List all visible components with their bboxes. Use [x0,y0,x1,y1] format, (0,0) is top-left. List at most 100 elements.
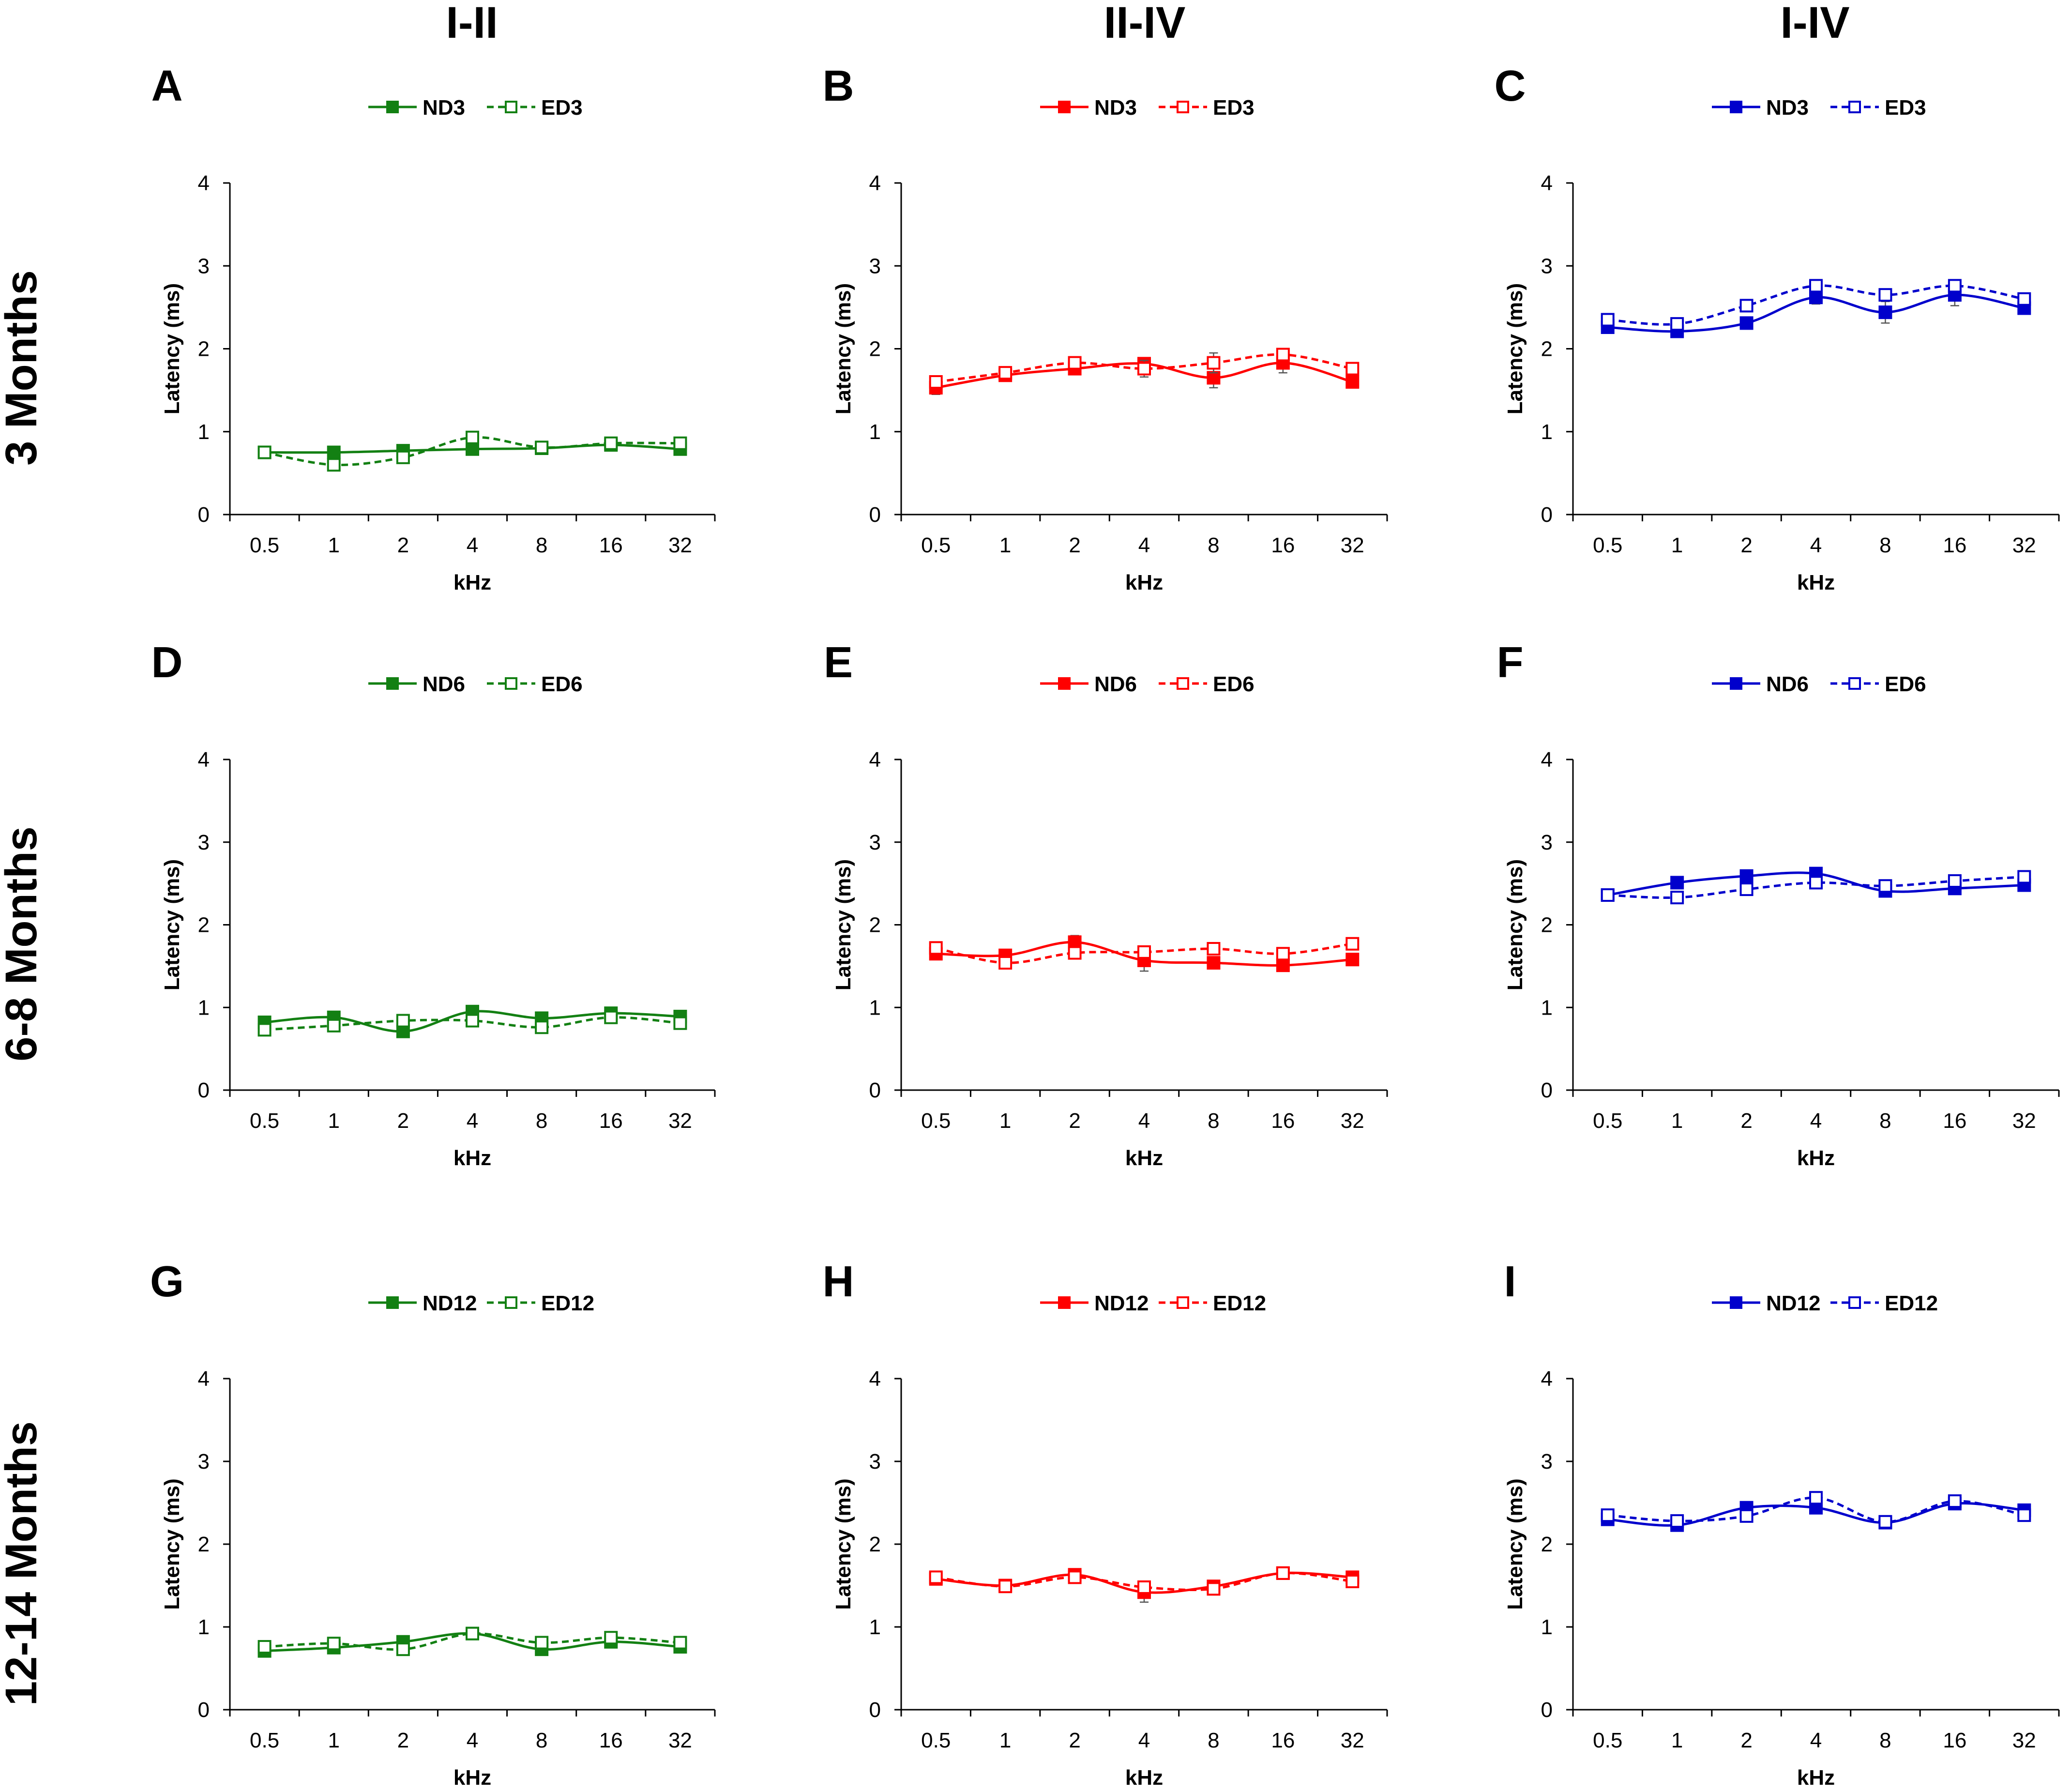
data-point [1670,891,1684,905]
x-tick-label: 16 [1943,1729,1966,1752]
legend-label-ED12: ED12 [1885,1291,1938,1315]
x-tick-label: 8 [1879,1109,1891,1133]
series-ED12 [929,1566,1360,1596]
y-tick-label: 3 [869,1450,881,1473]
data-point [929,941,943,955]
panel-B: B ND3 ED3 0 1 2 3 4 0.5 1 2 4 8 16 32 kHz Latency (ms) [823,62,1388,594]
y-axis-title: Latency (ms) [1503,283,1527,414]
y-tick-label: 4 [198,171,210,195]
legend: ND6 ED6 [1712,672,1926,696]
data-point [604,436,618,450]
legend-label-ND6: ND6 [1094,672,1137,696]
x-axis-title: kHz [454,1146,491,1170]
data-point [1948,279,1962,293]
legend-label-ND12: ND12 [1766,1291,1821,1315]
y-tick-label: 2 [869,337,881,361]
y-tick-label: 2 [198,1533,210,1556]
data-point [1601,313,1615,327]
x-tick-label: 16 [1271,533,1295,557]
y-tick-label: 3 [198,254,210,278]
data-point [1276,1566,1290,1580]
x-tick-label: 8 [1208,1729,1219,1752]
data-point [1601,888,1615,902]
data-point [1276,348,1290,362]
column-header-2: I-IV [1780,0,1849,47]
y-tick-label: 3 [869,831,881,854]
y-tick-label: 2 [1541,913,1553,937]
panel-letter: G [150,1258,184,1306]
data-point [1068,1570,1082,1584]
data-point [998,366,1013,380]
x-tick-label: 32 [668,1109,692,1133]
y-tick-label: 3 [1541,831,1553,854]
legend: ND12 ED12 [1712,1291,1938,1315]
y-tick-label: 0 [869,503,881,527]
data-point [1345,1574,1360,1588]
panel-letter: E [824,638,853,687]
x-tick-label: 1 [1671,533,1683,557]
legend: ND3 ED3 [1712,96,1926,120]
x-tick-label: 1 [328,1729,339,1752]
data-point [998,956,1013,970]
legend-label-ED6: ED6 [541,672,583,696]
data-point [327,458,341,472]
x-tick-label: 0.5 [921,1729,951,1752]
y-tick-label: 2 [869,1533,881,1556]
legend-label-ND12: ND12 [1094,1291,1149,1315]
data-point [396,1014,410,1028]
legend: ND3 ED3 [1040,96,1255,120]
legend-marker-ED3 [1177,101,1189,113]
y-tick-label: 0 [1541,503,1553,527]
legend-marker-ED3 [1848,101,1861,113]
data-point [396,1024,410,1038]
legend-marker-ED12 [1177,1296,1189,1309]
data-point [1670,1514,1684,1528]
y-tick-label: 2 [1541,1533,1553,1556]
data-point [1137,1580,1151,1594]
data-point [327,1018,341,1033]
x-tick-label: 32 [2012,533,2036,557]
y-tick-label: 1 [198,996,210,1019]
data-point [1878,1515,1892,1529]
x-tick-label: 0.5 [1593,533,1622,557]
x-tick-label: 0.5 [250,1109,279,1133]
data-point [1276,947,1290,961]
y-tick-label: 4 [869,1367,881,1391]
legend-marker-ED3 [505,101,517,113]
data-point [1276,958,1290,972]
data-point [257,445,272,459]
data-point [1739,299,1754,313]
x-tick-label: 2 [1740,1109,1752,1133]
legend-label-ND6: ND6 [423,672,465,696]
y-tick-label: 4 [198,748,210,772]
legend-label-ED3: ED3 [541,96,583,120]
data-point [1345,375,1360,389]
legend-marker-ED6 [1177,677,1189,690]
legend-label-ND3: ND3 [1094,96,1137,120]
data-point [929,375,943,389]
data-point [1068,356,1082,370]
row-header-1: 6-8 Months [0,826,46,1062]
x-tick-label: 0.5 [921,533,951,557]
series-ED6 [929,937,1360,970]
data-point [1809,876,1823,890]
data-point [1670,876,1684,890]
x-axis-title: kHz [1797,1146,1835,1170]
y-tick-label: 1 [198,1615,210,1639]
y-tick-label: 1 [1541,996,1553,1019]
legend-marker-ND12 [386,1296,399,1309]
legend-marker-ED12 [505,1296,517,1309]
series-ED3 [929,348,1360,389]
legend-label-ND3: ND3 [423,96,465,120]
y-tick-label: 3 [1541,1450,1553,1473]
x-tick-label: 32 [668,1729,692,1752]
panel-letter: H [823,1258,854,1306]
panel-A: A ND3 ED3 0 1 2 3 4 0.5 1 2 4 8 16 32 kHz Latency (ms) [151,62,716,594]
x-tick-label: 32 [668,533,692,557]
legend-marker-ND6 [386,677,399,690]
x-tick-label: 0.5 [1593,1729,1622,1752]
data-point [1345,953,1360,967]
y-tick-label: 0 [869,1078,881,1102]
